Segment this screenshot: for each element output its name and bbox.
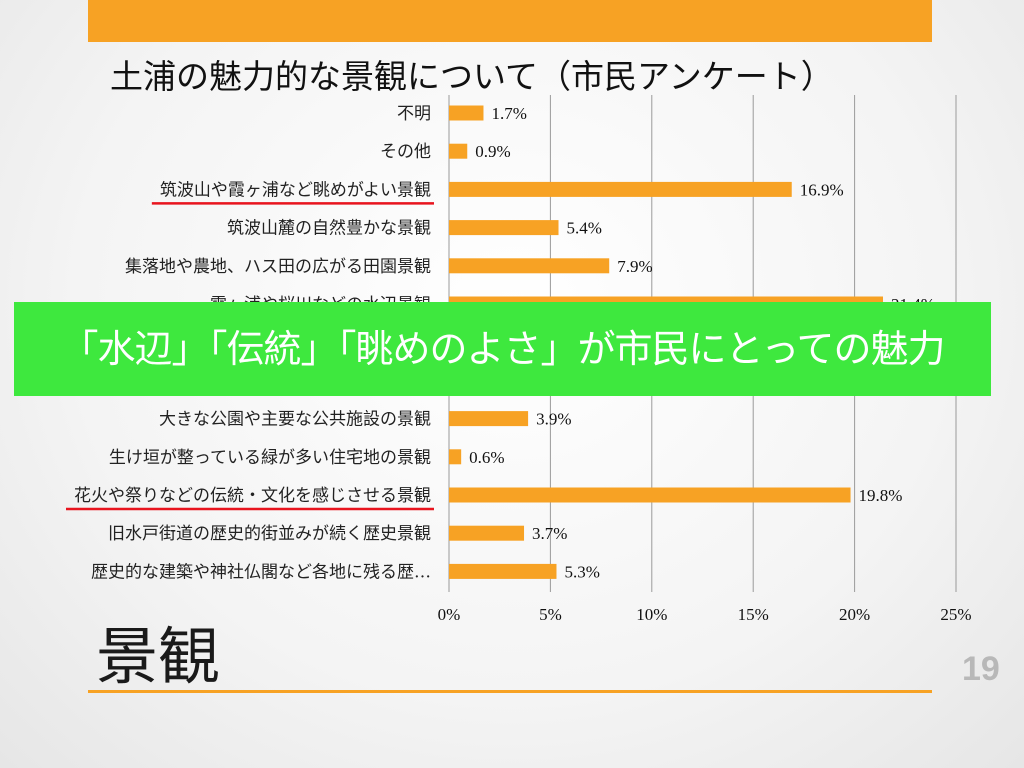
bar-0 xyxy=(449,105,484,121)
category-label-1: その他 xyxy=(380,142,431,162)
bar-11 xyxy=(449,525,525,541)
category-label-8: 大きな公園や主要な公共施設の景観 xyxy=(159,410,431,430)
bottom-accent-line xyxy=(88,690,932,693)
data-label-10: 19.8% xyxy=(859,486,903,505)
x-tick-label-0: 0% xyxy=(438,605,461,624)
bar-9 xyxy=(449,449,462,465)
section-title: 景観 xyxy=(96,620,221,693)
callout-banner: 「水辺」「伝統」「眺めのよさ」が市民にとっての魅力 xyxy=(14,302,991,396)
data-label-1: 0.9% xyxy=(475,142,510,161)
x-tick-label-5: 25% xyxy=(940,605,971,624)
chart-title: 土浦の魅力的な景観について（市民アンケート） xyxy=(110,57,834,96)
data-label-4: 7.9% xyxy=(617,257,652,276)
category-label-0: 不明 xyxy=(397,104,431,124)
bar-3 xyxy=(449,220,559,236)
bar-2 xyxy=(449,181,792,197)
category-label-10: 花火や祭りなどの伝統・文化を感じさせる景観 xyxy=(74,486,431,506)
data-label-0: 1.7% xyxy=(491,104,526,123)
x-tick-label-1: 5% xyxy=(539,605,562,624)
category-label-3: 筑波山麓の自然豊かな景観 xyxy=(227,219,431,239)
data-label-11: 3.7% xyxy=(532,524,567,543)
data-label-12: 5.3% xyxy=(564,562,599,581)
top-accent-bar xyxy=(88,0,932,42)
bar-12 xyxy=(449,563,557,579)
x-tick-label-3: 15% xyxy=(738,605,769,624)
category-label-4: 集落地や農地、ハス田の広がる田園景観 xyxy=(125,257,431,277)
data-label-2: 16.9% xyxy=(800,180,844,199)
data-label-9: 0.6% xyxy=(469,448,504,467)
page-number: 19 xyxy=(962,650,1000,688)
bar-1 xyxy=(449,143,468,159)
data-label-8: 3.9% xyxy=(536,410,571,429)
category-label-11: 旧水戸街道の歴史的街並みが続く歴史景観 xyxy=(108,524,431,544)
x-tick-label-4: 20% xyxy=(839,605,870,624)
bar-10 xyxy=(449,487,851,503)
data-label-3: 5.4% xyxy=(567,219,602,238)
bar-8 xyxy=(449,411,529,427)
x-tick-label-2: 10% xyxy=(636,605,667,624)
category-label-2: 筑波山や霞ヶ浦など眺めがよい景観 xyxy=(160,180,431,200)
bar-4 xyxy=(449,258,610,274)
category-label-9: 生け垣が整っている緑が多い住宅地の景観 xyxy=(109,448,431,468)
category-label-12: 歴史的な建築や神社仏閣など各地に残る歴… xyxy=(91,562,431,582)
